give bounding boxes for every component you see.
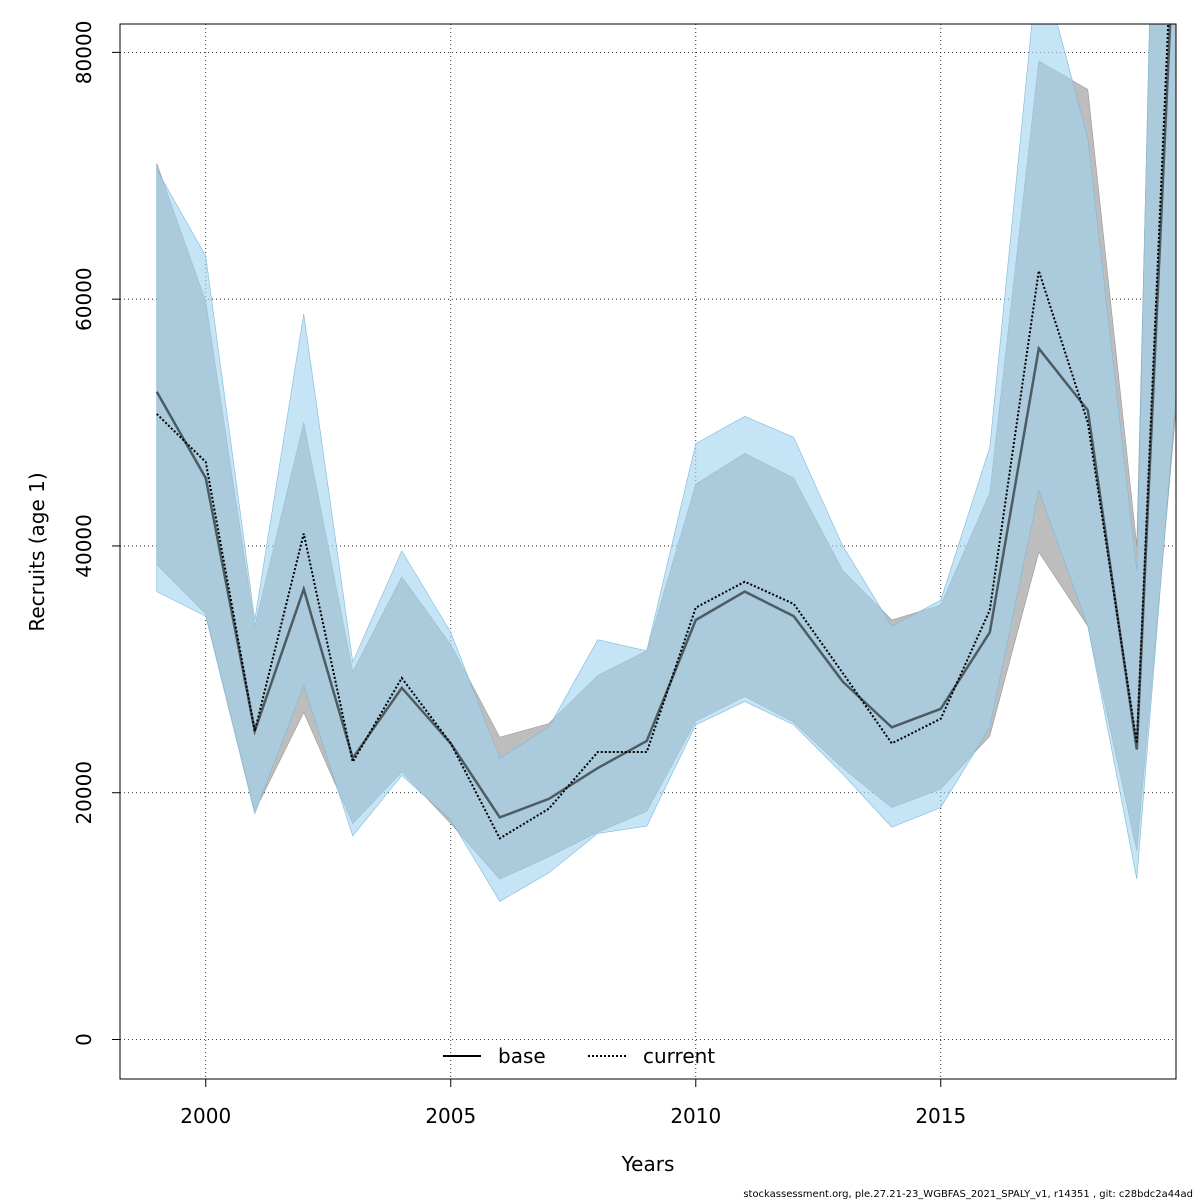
legend: base current — [443, 1044, 715, 1068]
y-tick-label-80000: 80000 — [72, 21, 96, 85]
legend-base-label: base — [498, 1044, 546, 1068]
series-lines — [155, 24, 1172, 840]
band-current — [156, 24, 1176, 902]
x-axis: 2000 2005 2010 2015 — [180, 1079, 966, 1128]
plot-frame — [119, 23, 1177, 1080]
legend-current-label: current — [643, 1044, 715, 1068]
x-axis-label: Years — [621, 1152, 675, 1176]
y-axis-label: Recruits (age 1) — [25, 472, 49, 631]
x-tick-label-2010: 2010 — [670, 1104, 721, 1128]
y-tick-label-20000: 20000 — [72, 761, 96, 825]
confidence-bands — [156, 24, 1176, 902]
y-tick-label-0: 0 — [72, 1033, 96, 1046]
x-tick-label-2015: 2015 — [915, 1104, 966, 1128]
footer-caption: stockassessment.org, ple.27.21-23_WGBFAS… — [743, 1189, 1193, 1200]
y-axis: 0 20000 40000 60000 80000 — [72, 21, 120, 1046]
x-tick-label-2000: 2000 — [180, 1104, 231, 1128]
x-tick-label-2005: 2005 — [425, 1104, 476, 1128]
y-tick-label-60000: 60000 — [72, 267, 96, 331]
y-tick-label-40000: 40000 — [72, 514, 96, 578]
